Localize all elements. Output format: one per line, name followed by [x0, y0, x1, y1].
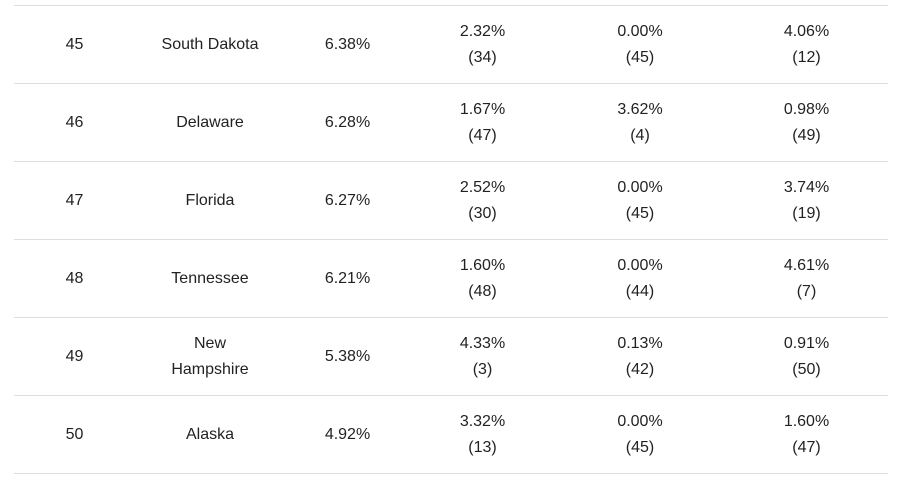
- metric-rank: (50): [792, 360, 821, 378]
- metric-cell: 1.67% (47): [410, 83, 555, 162]
- rank-cell: 48: [14, 239, 135, 318]
- metric-value: 0.00%: [617, 178, 663, 196]
- metric-value: 2.52%: [459, 178, 506, 196]
- state-name: Tennessee: [171, 269, 249, 287]
- metric-rank: (47): [468, 126, 497, 144]
- metric-cell: 1.60% (48): [410, 239, 555, 318]
- total-value: 6.21%: [324, 269, 371, 287]
- ranking-table: 45 South Dakota 6.38% 2.32% (34) 0.00% (45) 4.0…: [14, 5, 888, 474]
- metric-cell: 3.74% (19): [725, 161, 888, 240]
- metric-cell: 4.33% (3): [410, 317, 555, 396]
- metric-value: 0.13%: [617, 334, 663, 352]
- state-name: Alaska: [185, 425, 235, 443]
- metric-value: 0.00%: [617, 22, 663, 40]
- rank-cell: 50: [14, 395, 135, 474]
- state-name: New Hampshire: [171, 334, 249, 378]
- total-cell: 6.28%: [285, 83, 410, 162]
- state-cell: New Hampshire: [135, 317, 285, 396]
- table-row: 46 Delaware 6.28% 1.67% (47) 3.62% (4) 0.98% (49…: [14, 83, 888, 162]
- metric-cell: 2.52% (30): [410, 161, 555, 240]
- table-row: 47 Florida 6.27% 2.52% (30) 0.00% (45) 3.74% (19…: [14, 161, 888, 240]
- metric-value: 4.61%: [783, 256, 830, 274]
- table-row: 48 Tennessee 6.21% 1.60% (48) 0.00% (44) 4.61% (…: [14, 239, 888, 318]
- metric-cell: 0.00% (44): [555, 239, 725, 318]
- metric-cell: 2.32% (34): [410, 5, 555, 84]
- total-cell: 6.38%: [285, 5, 410, 84]
- metric-rank: (48): [468, 282, 497, 300]
- table-body: 45 South Dakota 6.38% 2.32% (34) 0.00% (45) 4.0…: [14, 5, 888, 474]
- metric-cell: 3.32% (13): [410, 395, 555, 474]
- metric-cell: 0.91% (50): [725, 317, 888, 396]
- metric-value: 1.60%: [783, 412, 830, 430]
- metric-cell: 4.06% (12): [725, 5, 888, 84]
- state-cell: Tennessee: [135, 239, 285, 318]
- metric-rank: (45): [625, 204, 655, 222]
- state-cell: Alaska: [135, 395, 285, 474]
- state-name: South Dakota: [161, 35, 259, 53]
- metric-value: 0.00%: [617, 256, 663, 274]
- metric-rank: (45): [625, 48, 655, 66]
- metric-value: 3.74%: [783, 178, 830, 196]
- rank: 49: [65, 347, 84, 365]
- rank-cell: 49: [14, 317, 135, 396]
- rank: 48: [65, 269, 84, 287]
- rank: 47: [65, 191, 84, 209]
- rank-cell: 45: [14, 5, 135, 84]
- metric-value: 1.67%: [459, 100, 506, 118]
- metric-value: 2.32%: [459, 22, 506, 40]
- metric-value: 0.91%: [783, 334, 830, 352]
- metric-rank: (7): [796, 282, 817, 300]
- rank-cell: 47: [14, 161, 135, 240]
- metric-cell: 0.98% (49): [725, 83, 888, 162]
- rank: 50: [65, 425, 84, 443]
- metric-value: 1.60%: [459, 256, 506, 274]
- metric-rank: (47): [792, 438, 821, 456]
- metric-rank: (13): [468, 438, 497, 456]
- metric-rank: (19): [792, 204, 821, 222]
- metric-value: 0.00%: [617, 412, 663, 430]
- metric-value: 4.33%: [459, 334, 506, 352]
- total-value: 4.92%: [324, 425, 371, 443]
- metric-value: 4.06%: [783, 22, 830, 40]
- rank: 46: [65, 113, 84, 131]
- metric-rank: (12): [792, 48, 821, 66]
- total-cell: 4.92%: [285, 395, 410, 474]
- metric-cell: 0.13% (42): [555, 317, 725, 396]
- metric-cell: 0.00% (45): [555, 161, 725, 240]
- metric-rank: (42): [625, 360, 655, 378]
- metric-cell: 0.00% (45): [555, 395, 725, 474]
- total-value: 6.38%: [324, 35, 371, 53]
- total-value: 6.28%: [324, 113, 371, 131]
- total-cell: 5.38%: [285, 317, 410, 396]
- total-value: 6.27%: [324, 191, 371, 209]
- metric-value: 0.98%: [783, 100, 830, 118]
- total-cell: 6.21%: [285, 239, 410, 318]
- metric-rank: (49): [792, 126, 821, 144]
- metric-value: 3.62%: [617, 100, 663, 118]
- metric-cell: 1.60% (47): [725, 395, 888, 474]
- rank-cell: 46: [14, 83, 135, 162]
- metric-value: 3.32%: [459, 412, 506, 430]
- metric-rank: (45): [625, 438, 655, 456]
- state-name: Delaware: [176, 113, 244, 131]
- state-cell: South Dakota: [135, 5, 285, 84]
- metric-rank: (4): [630, 126, 650, 144]
- metric-cell: 0.00% (45): [555, 5, 725, 84]
- total-cell: 6.27%: [285, 161, 410, 240]
- total-value: 5.38%: [324, 347, 371, 365]
- state-name: Florida: [185, 191, 235, 209]
- state-cell: Delaware: [135, 83, 285, 162]
- state-cell: Florida: [135, 161, 285, 240]
- metric-cell: 4.61% (7): [725, 239, 888, 318]
- metric-cell: 3.62% (4): [555, 83, 725, 162]
- table-row: 50 Alaska 4.92% 3.32% (13) 0.00% (45) 1.60% (47): [14, 395, 888, 474]
- rank: 45: [65, 35, 84, 53]
- table-row: 49 New Hampshire 5.38% 4.33% (3) 0.13% (42) 0.9…: [14, 317, 888, 396]
- metric-rank: (3): [472, 360, 493, 378]
- metric-rank: (44): [625, 282, 655, 300]
- metric-rank: (34): [468, 48, 497, 66]
- metric-rank: (30): [468, 204, 497, 222]
- table-row: 45 South Dakota 6.38% 2.32% (34) 0.00% (45) 4.0…: [14, 5, 888, 84]
